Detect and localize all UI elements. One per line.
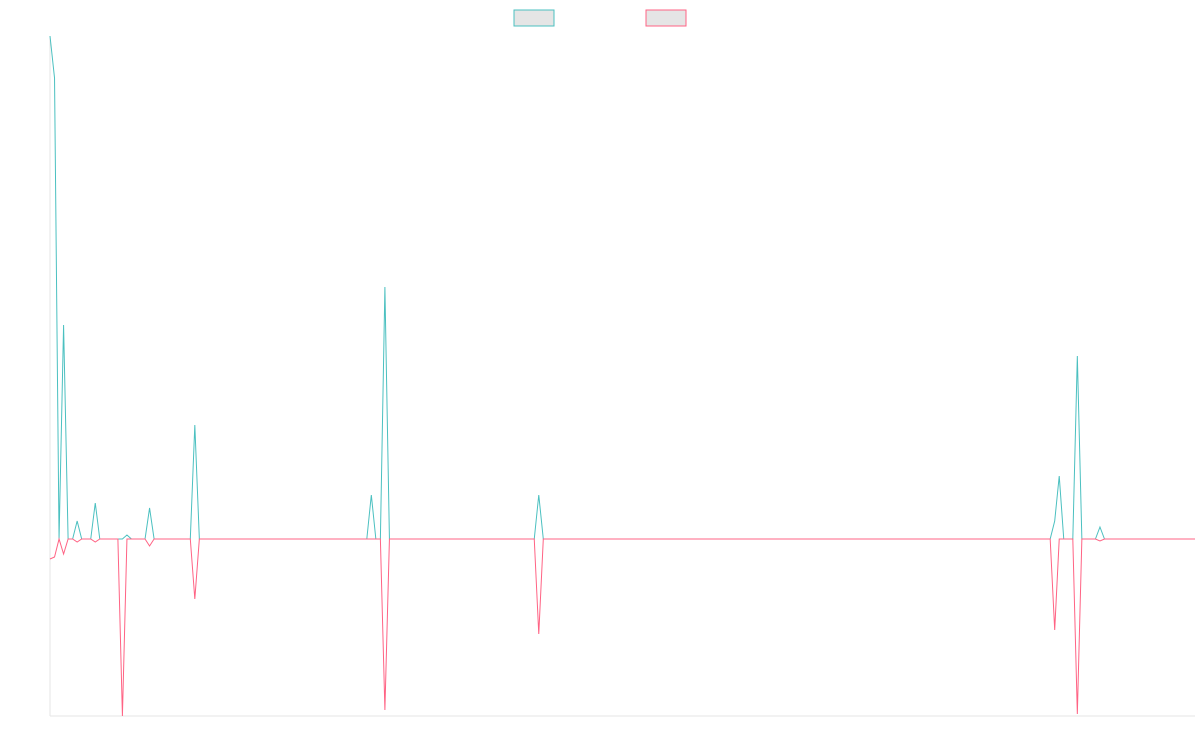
- series-line: [49, 35, 1195, 540]
- legend-swatch: [513, 9, 555, 27]
- series-line: [49, 537, 1195, 717]
- legend-swatch: [645, 9, 687, 27]
